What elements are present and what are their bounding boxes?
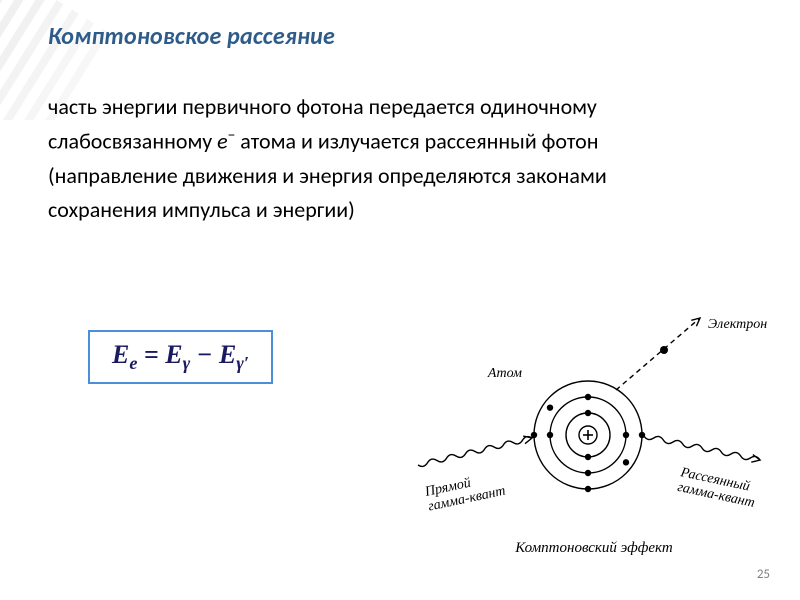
page-number: 25 — [757, 567, 770, 582]
svg-text:Атом: Атом — [487, 366, 522, 381]
formula-minus: − — [190, 340, 219, 369]
compton-effect-diagram: ЭлектронАтомПрямойгамма-квантРассеянныйг… — [408, 290, 778, 570]
svg-text:Электрон: Электрон — [708, 317, 767, 332]
formula-sub-gamma-prime: γ′ — [236, 353, 249, 373]
svg-text:Комптоновский эффект: Комптоновский эффект — [514, 540, 673, 556]
formula-E1: E — [112, 340, 129, 369]
formula-E3: E — [219, 340, 236, 369]
energy-formula-box: Ee = Eγ − Eγ′ — [88, 330, 273, 384]
electron-symbol: e — [217, 127, 228, 154]
formula-E2: E — [165, 340, 182, 369]
slide-title: Комптоновское рассеяние — [48, 22, 335, 51]
formula-eq: = — [137, 340, 165, 369]
body-paragraph: часть энергии первичного фотона передает… — [48, 90, 688, 227]
